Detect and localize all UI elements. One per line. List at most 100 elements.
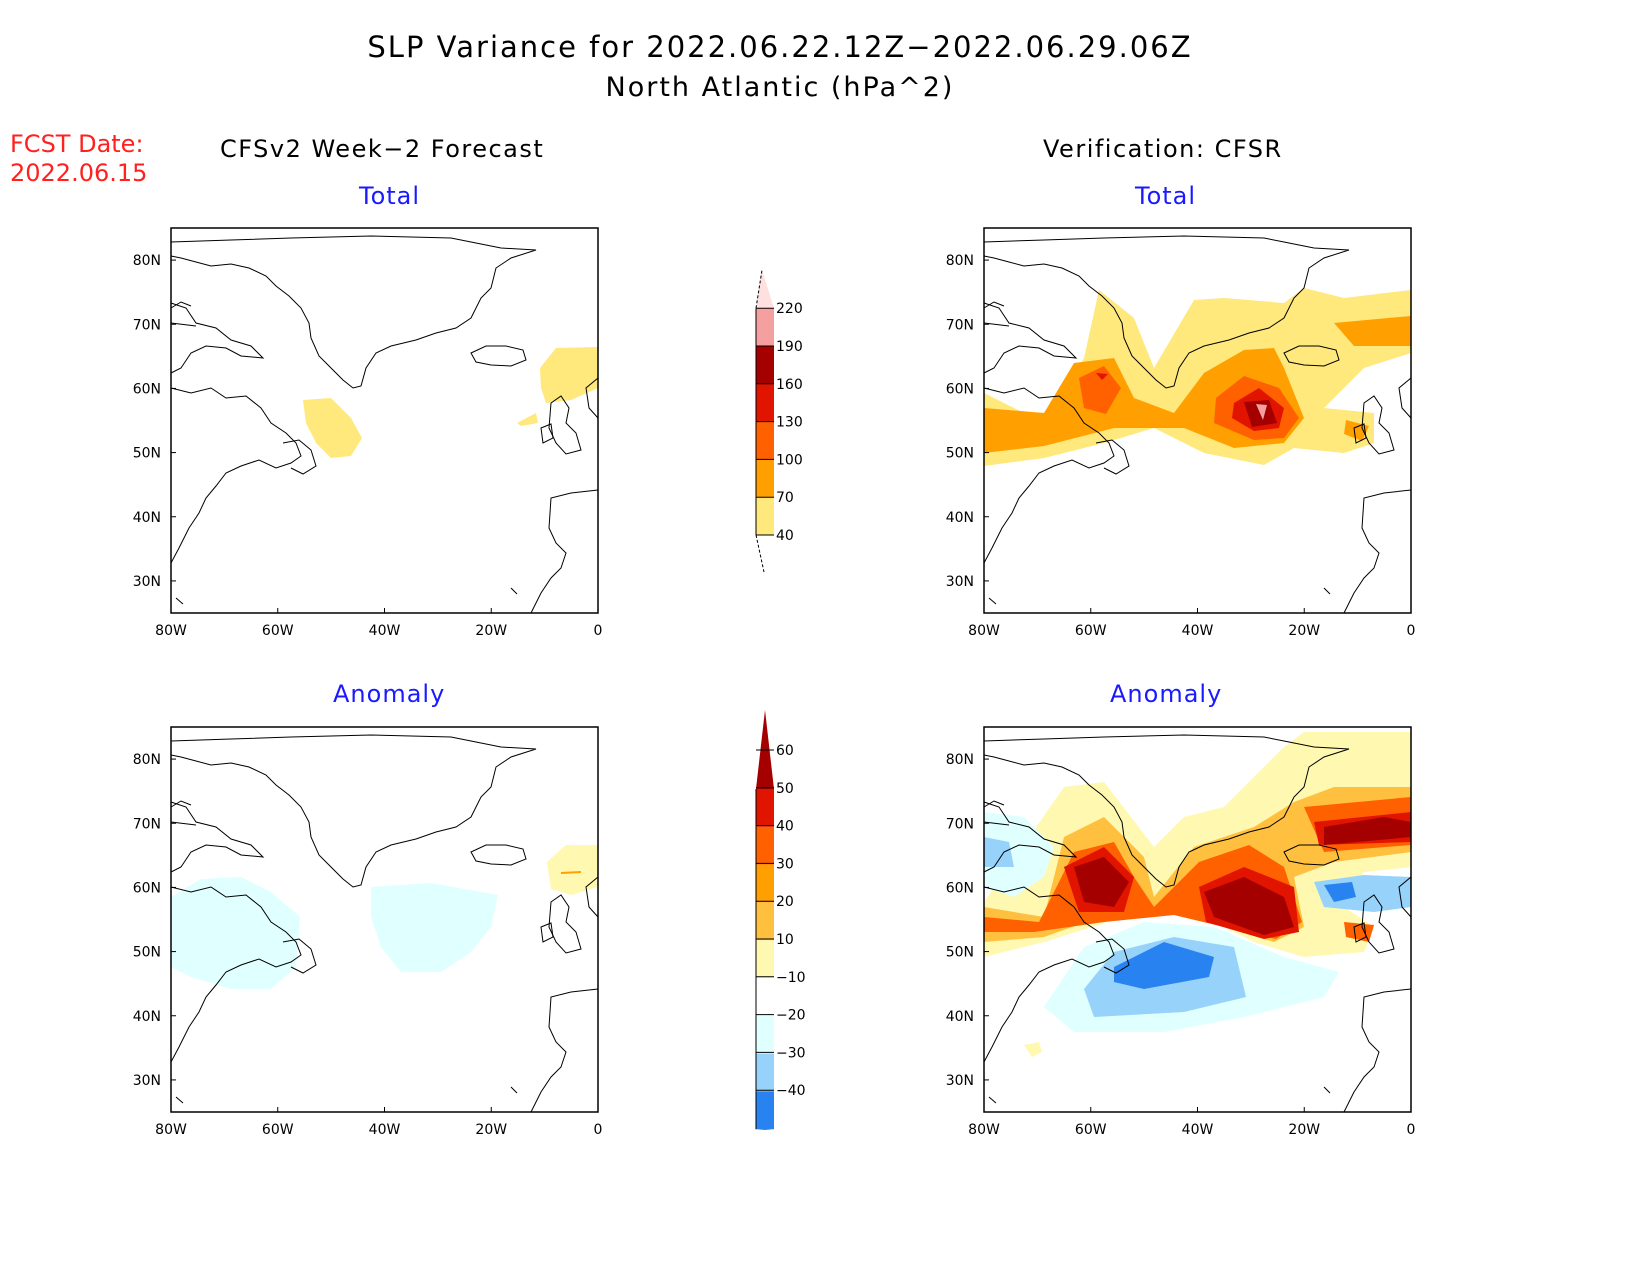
colorbar-label: 40 [776,528,794,544]
x-tick-label: 80W [155,623,187,639]
coastline [170,235,599,614]
anomaly-colorbar: 60 50 40 30 20 10 −10 −20 −30 −40 [755,710,806,1130]
forecast-total-subtitle: Total [359,182,421,210]
contour-region [561,871,581,874]
x-tick-label: 60W [1075,1122,1107,1138]
colorbar-segment [756,826,774,865]
colorbar-segment [756,383,774,422]
y-tick-label: 60N [946,381,974,397]
x-tick-label: 0 [1407,623,1416,639]
colorbar-label: 50 [776,781,794,797]
colorbar-segment [756,864,774,903]
forecast-anomaly-map: 80W 60W 40W 20W 0 30N 40N 50N 60N 70N 80N [133,726,603,1138]
x-tick-label: 80W [155,1122,187,1138]
contour-region [1114,942,1214,989]
colorbar-label: 100 [776,452,803,468]
x-tick-label: 40W [1182,1122,1214,1138]
contour-region [1314,875,1411,912]
colorbar-segment [756,459,774,498]
x-tick-label: 20W [475,623,507,639]
colorbar-segment [756,421,774,460]
y-tick-label: 80N [133,752,161,768]
verification-column-title: Verification: CFSR [1043,135,1283,163]
x-tick-label: 40W [369,1122,401,1138]
verification-total-map: 80W 60W 40W 20W 0 30N 40N 50N 60N 70N 80N [946,227,1416,639]
x-tick-label: 60W [262,1122,294,1138]
x-tick-label: 60W [262,623,294,639]
contour-region [1024,1042,1042,1057]
colorbar-label: 220 [776,301,803,317]
verification-anomaly-map: 80W 60W 40W 20W 0 30N 40N 50N 60N 70N 80N [946,726,1416,1138]
y-tick-label: 50N [946,945,974,961]
y-tick-label: 70N [946,317,974,333]
colorbar-segment [756,789,774,827]
y-tick-label: 80N [946,253,974,269]
colorbar-segment [756,1015,774,1054]
colorbar-label: 70 [776,490,794,506]
x-tick-label: 80W [968,623,1000,639]
colorbar-segment [756,902,774,941]
y-tick-label: 70N [133,317,161,333]
contour-region [1344,420,1369,441]
contour-region [1079,366,1121,414]
colorbar-label: 30 [776,856,794,872]
y-tick-label: 60N [133,880,161,896]
x-tick-label: 40W [1182,623,1214,639]
y-tick-label: 60N [133,381,161,397]
contour-region [1074,857,1129,907]
colorbar-label: 190 [776,339,803,355]
colorbar-segment [756,940,774,978]
colorbar-segment [756,308,774,346]
colorbar-label: 10 [776,932,794,948]
contour-region [1256,404,1267,420]
x-tick-label: 20W [475,1122,507,1138]
colorbar-label: 60 [776,743,794,759]
y-tick-label: 40N [133,510,161,526]
colorbar-label: −10 [776,970,806,986]
y-tick-label: 70N [133,816,161,832]
y-tick-label: 30N [946,1073,974,1089]
y-tick-label: 30N [133,1073,161,1089]
figure-subtitle: North Atlantic (hPa^2) [605,72,955,103]
colorbar-segment [756,1091,774,1130]
y-tick-label: 40N [946,510,974,526]
y-tick-label: 60N [946,880,974,896]
forecast-date-label: FCST Date: [10,130,144,158]
x-tick-label: 20W [1288,623,1320,639]
colorbar-segment [756,1053,774,1092]
contour-region [1324,817,1411,845]
contour-region [1324,882,1356,902]
contour-region [547,845,598,895]
y-tick-label: 40N [946,1009,974,1025]
contour-region [517,413,538,426]
colorbar-segment [756,978,774,1016]
colorbar-segment [756,497,774,535]
contour-region [1334,316,1411,346]
x-tick-label: 0 [594,623,603,639]
colorbar-label: 160 [776,377,803,393]
y-tick-label: 50N [946,446,974,462]
x-tick-label: 0 [1407,1122,1416,1138]
contour-region [371,883,498,972]
forecast-total-map: 80W 60W 40W 20W 0 30N 40N 50N 60N 70N 80N [133,227,603,639]
x-tick-label: 80W [968,1122,1000,1138]
figure-title: SLP Variance for 2022.06.22.12Z−2022.06.… [367,30,1193,64]
x-tick-label: 40W [369,623,401,639]
colorbar-segment [756,346,774,384]
colorbar-top-arrow [756,270,774,309]
forecast-date-value: 2022.06.15 [10,159,148,187]
colorbar-label: −30 [776,1045,806,1061]
colorbar-label: −40 [776,1083,806,1099]
contour-region [171,877,300,989]
total-colorbar: 40 70 100 130 160 190 220 [755,269,803,573]
x-tick-label: 60W [1075,623,1107,639]
y-tick-label: 80N [133,253,161,269]
colorbar-label: 20 [776,894,794,910]
colorbar-label: −20 [776,1008,806,1024]
forecast-column-title: CFSv2 Week−2 Forecast [220,135,545,163]
x-tick-label: 0 [594,1122,603,1138]
contour-region [540,347,598,403]
y-tick-label: 50N [133,446,161,462]
